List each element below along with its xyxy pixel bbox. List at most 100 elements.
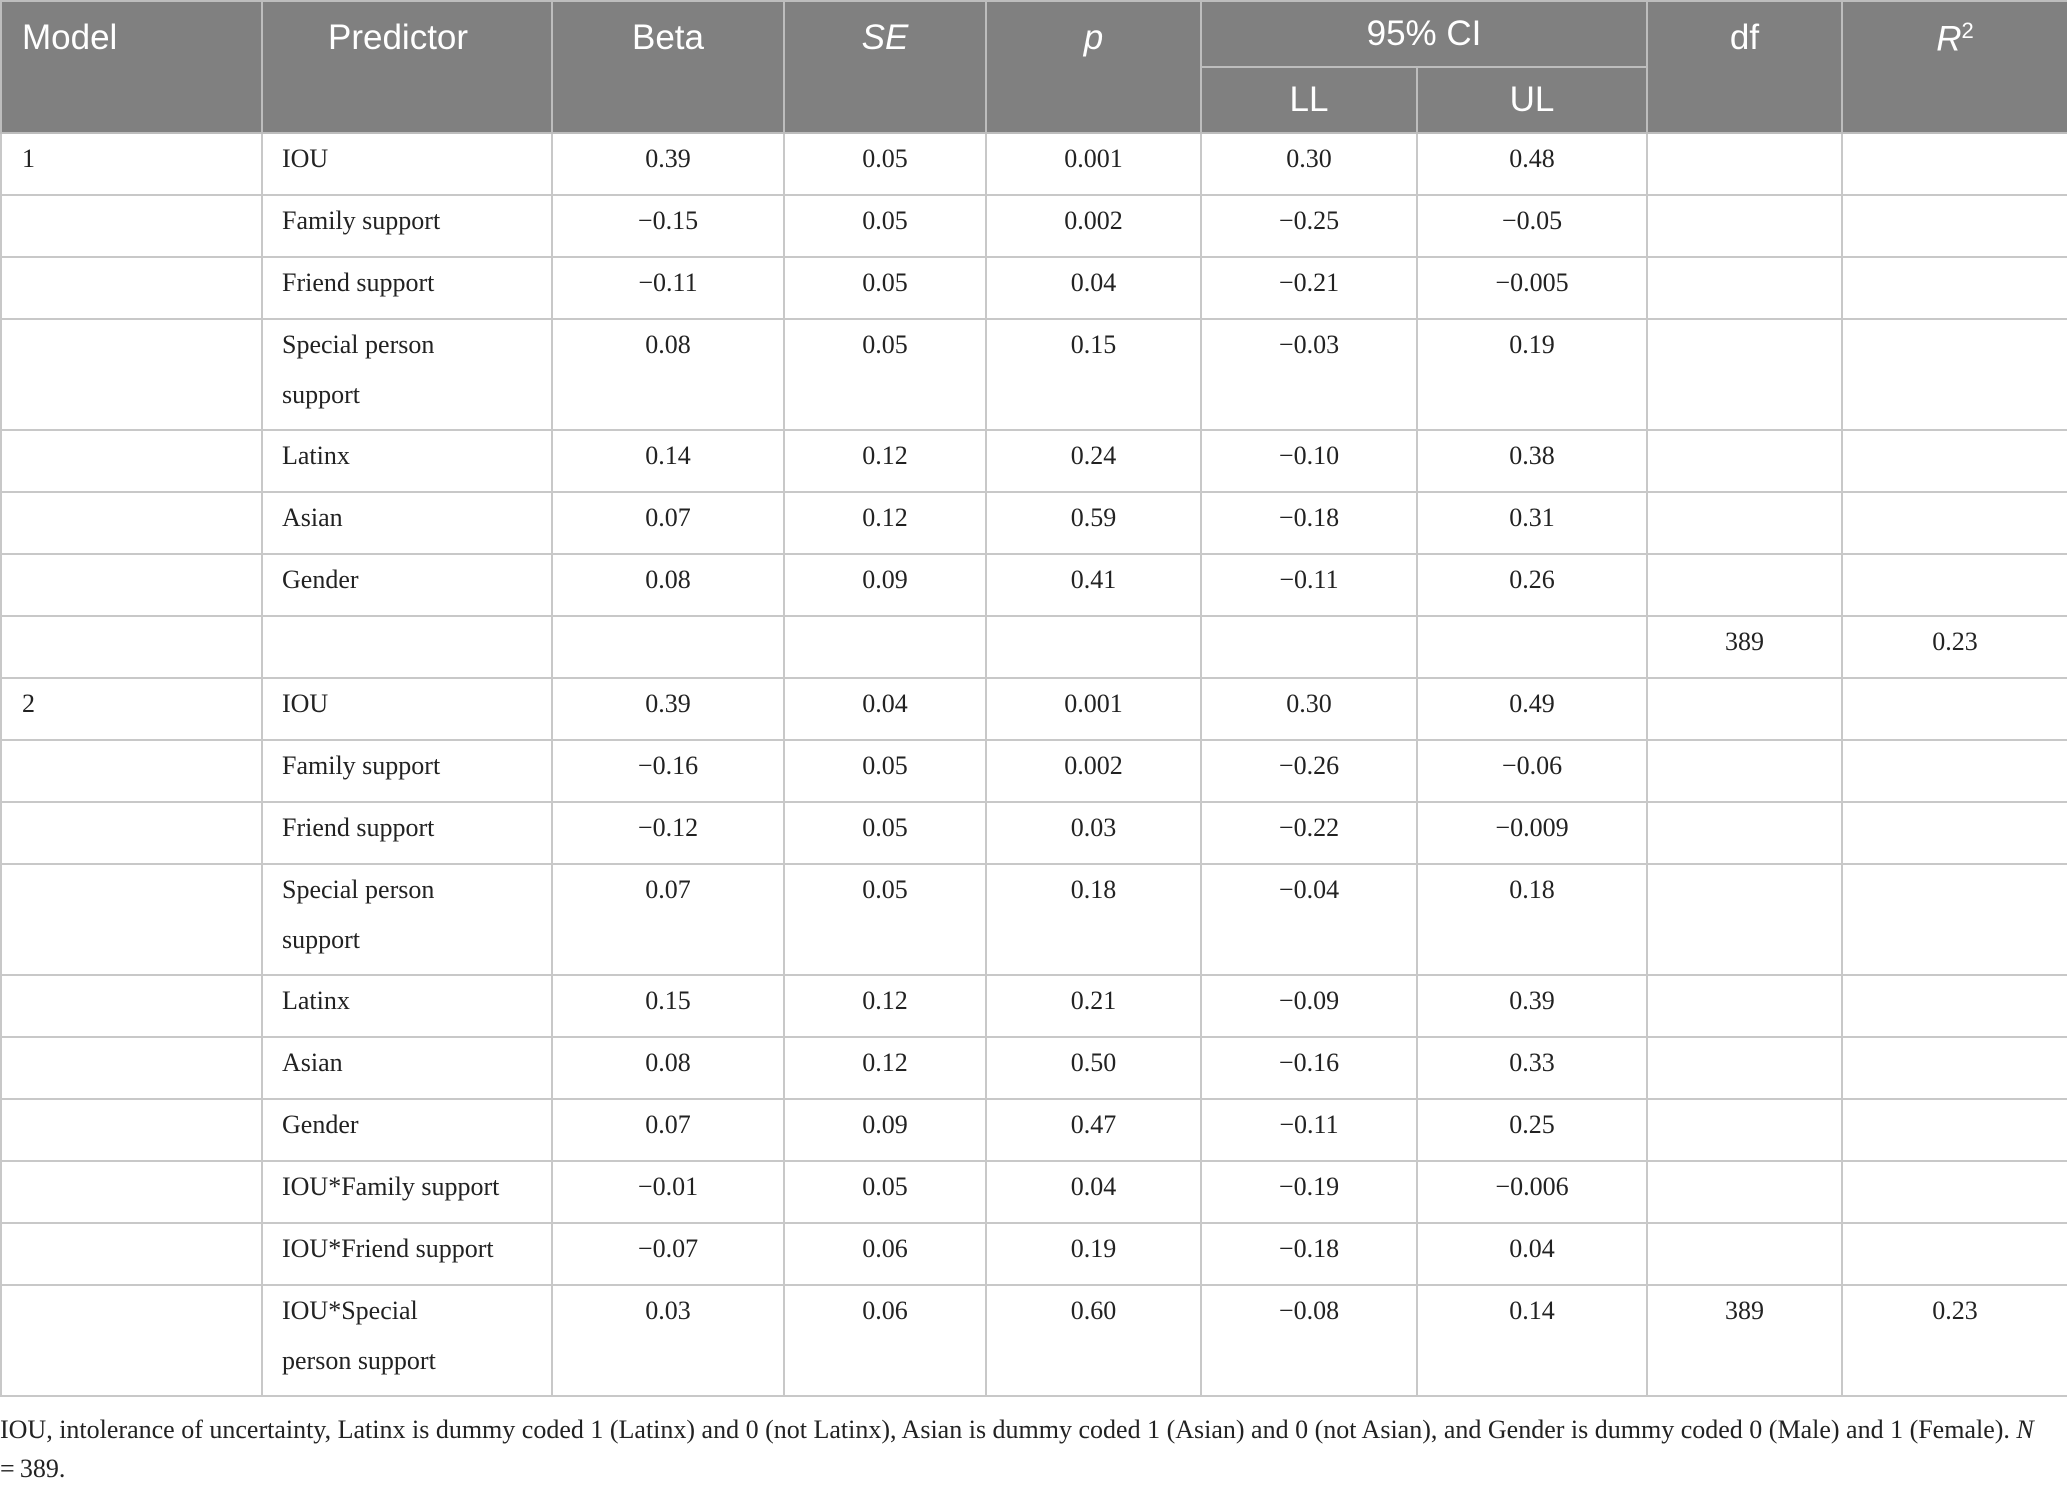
cell-p: 0.59 [985, 491, 1202, 555]
cell-ll: 0.30 [1200, 132, 1418, 196]
header-p-label: p [1083, 18, 1104, 57]
table-row: 1 IOU 0.39 0.05 0.001 0.30 0.48 [0, 132, 2067, 196]
cell-se: 0.12 [783, 491, 987, 555]
cell-model [0, 1222, 263, 1286]
cell-ul: −0.009 [1416, 801, 1648, 865]
cell-p: 0.04 [985, 256, 1202, 320]
cell-ul: 0.14 [1416, 1284, 1648, 1397]
header-model: Model [0, 0, 263, 134]
cell-df [1646, 1222, 1843, 1286]
cell-model [0, 1284, 263, 1397]
cell-beta [551, 615, 785, 679]
header-df: df [1646, 0, 1843, 134]
cell-p: 0.60 [985, 1284, 1202, 1397]
cell-df [1646, 491, 1843, 555]
cell-r2 [1841, 1036, 2067, 1100]
cell-ul: −0.006 [1416, 1160, 1648, 1224]
cell-beta: −0.16 [551, 739, 785, 803]
cell-df [1646, 1160, 1843, 1224]
cell-se: 0.05 [783, 863, 987, 976]
cell-model [0, 194, 263, 258]
table-row: Gender 0.07 0.09 0.47 −0.11 0.25 [0, 1098, 2067, 1162]
footnote-n-label: N [2016, 1415, 2034, 1444]
cell-se: 0.12 [783, 429, 987, 493]
cell-beta: 0.07 [551, 863, 785, 976]
table-row: Asian 0.07 0.12 0.59 −0.18 0.31 [0, 491, 2067, 555]
cell-predictor: IOU*Friend support [261, 1222, 553, 1286]
footnote-text: IOU, intolerance of uncertainty, Latinx … [0, 1415, 2017, 1444]
cell-model [0, 739, 263, 803]
cell-predictor: Asian [261, 491, 553, 555]
cell-r2 [1841, 429, 2067, 493]
cell-model [0, 863, 263, 976]
cell-df: 389 [1646, 615, 1843, 679]
cell-beta: 0.07 [551, 1098, 785, 1162]
cell-r2 [1841, 739, 2067, 803]
cell-ll: −0.11 [1200, 1098, 1418, 1162]
cell-p: 0.21 [985, 974, 1202, 1038]
header-ci: 95% CI [1200, 0, 1648, 68]
table-row: Gender 0.08 0.09 0.41 −0.11 0.26 [0, 553, 2067, 617]
cell-predictor: IOU*Special person support [261, 1284, 553, 1397]
cell-predictor: IOU*Family support [261, 1160, 553, 1224]
cell-df [1646, 132, 1843, 196]
cell-df [1646, 1036, 1843, 1100]
cell-se: 0.05 [783, 318, 987, 431]
cell-predictor: Asian [261, 1036, 553, 1100]
cell-r2 [1841, 801, 2067, 865]
cell-ul: 0.26 [1416, 553, 1648, 617]
cell-predictor: Special person support [261, 318, 553, 431]
cell-p: 0.18 [985, 863, 1202, 976]
cell-ll: 0.30 [1200, 677, 1418, 741]
cell-p: 0.15 [985, 318, 1202, 431]
cell-se: 0.05 [783, 132, 987, 196]
cell-ll [1200, 615, 1418, 679]
table-row: 2 IOU 0.39 0.04 0.001 0.30 0.49 [0, 677, 2067, 741]
table-row: IOU*Special person support 0.03 0.06 0.60 −0… [0, 1284, 2067, 1397]
cell-beta: −0.07 [551, 1222, 785, 1286]
cell-predictor: Gender [261, 553, 553, 617]
cell-p: 0.41 [985, 553, 1202, 617]
header-ul: UL [1416, 66, 1648, 134]
table-row: Special person support 0.08 0.05 0.15 −0.03 0… [0, 318, 2067, 431]
header-predictor: Predictor [261, 0, 553, 134]
cell-se: 0.05 [783, 194, 987, 258]
cell-model [0, 553, 263, 617]
cell-model [0, 801, 263, 865]
header-r2-label: R [1936, 19, 1962, 59]
cell-df [1646, 677, 1843, 741]
table-row: Latinx 0.15 0.12 0.21 −0.09 0.39 [0, 974, 2067, 1038]
cell-ll: −0.09 [1200, 974, 1418, 1038]
cell-p: 0.002 [985, 194, 1202, 258]
cell-r2 [1841, 256, 2067, 320]
cell-ul [1416, 615, 1648, 679]
cell-beta: 0.15 [551, 974, 785, 1038]
cell-df [1646, 553, 1843, 617]
cell-se: 0.05 [783, 1160, 987, 1224]
cell-model [0, 429, 263, 493]
cell-se: 0.09 [783, 1098, 987, 1162]
cell-p: 0.002 [985, 739, 1202, 803]
cell-predictor [261, 615, 553, 679]
cell-df [1646, 739, 1843, 803]
table-body: 1 IOU 0.39 0.05 0.001 0.30 0.48 Family support −… [0, 132, 2067, 1397]
cell-p: 0.03 [985, 801, 1202, 865]
cell-predictor: IOU [261, 677, 553, 741]
cell-beta: 0.08 [551, 318, 785, 431]
header-beta: Beta [551, 0, 785, 134]
cell-ll: −0.25 [1200, 194, 1418, 258]
cell-model: 2 [0, 677, 263, 741]
cell-se: 0.12 [783, 1036, 987, 1100]
cell-model [0, 974, 263, 1038]
cell-r2 [1841, 1222, 2067, 1286]
table-row: Latinx 0.14 0.12 0.24 −0.10 0.38 [0, 429, 2067, 493]
header-se: SE [783, 0, 987, 134]
cell-se: 0.09 [783, 553, 987, 617]
cell-ll: −0.10 [1200, 429, 1418, 493]
cell-ul: −0.005 [1416, 256, 1648, 320]
cell-predictor: Latinx [261, 429, 553, 493]
cell-model [0, 1036, 263, 1100]
cell-se: 0.12 [783, 974, 987, 1038]
table-row: IOU*Friend support −0.07 0.06 0.19 −0.18 0.04 [0, 1222, 2067, 1286]
cell-predictor: Gender [261, 1098, 553, 1162]
